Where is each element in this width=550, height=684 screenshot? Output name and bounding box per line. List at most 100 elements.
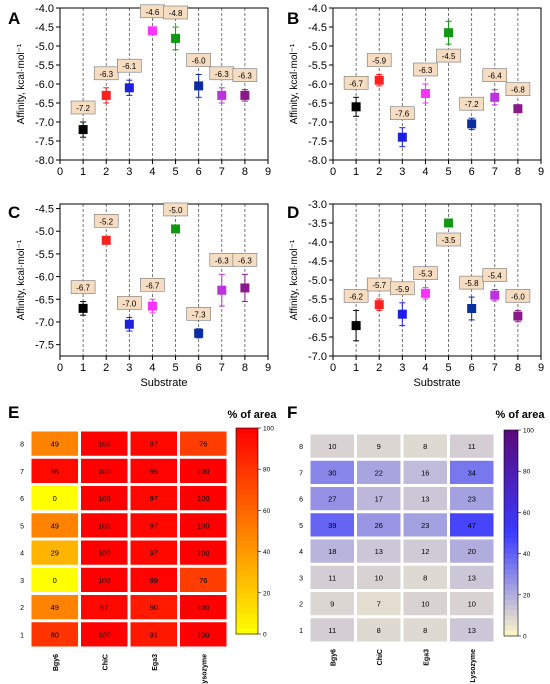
colorbar-segment	[236, 597, 258, 604]
cell-value: 20	[468, 547, 476, 556]
x-tick-label: 1	[80, 362, 86, 374]
column-label: Bgy6	[53, 654, 60, 671]
heatmap-cell	[180, 595, 227, 620]
y-tick-label: -5.0	[308, 41, 327, 53]
panel-a: A 0 1 2 3 4 5 6 7 8 9 -8.0 -7.5 -7.0 -6.5 -6.0 -5.5 -5.0 -…	[8, 3, 271, 178]
colorbar-segment	[504, 502, 518, 508]
data-label: -7.3	[192, 310, 206, 319]
data-label: -5.8	[465, 279, 479, 288]
x-tick-label: 7	[219, 166, 225, 178]
cell-value: 27	[328, 495, 336, 504]
heatmap-cell	[130, 567, 177, 592]
panel-d: D 0 1 2 3 4 5 6 7 8 9 -7.0 -6.5 -6.0 -5.5 -5.0 -4.5 -4.0 -…	[287, 199, 544, 389]
data-point	[217, 90, 227, 100]
x-tick-label: 3	[126, 166, 132, 178]
y-tick-label: -5.5	[35, 249, 54, 261]
heatmap-cell	[81, 513, 128, 538]
colorbar-segment	[236, 561, 258, 568]
data-point	[240, 283, 250, 293]
colorbar-segment	[236, 443, 258, 450]
colorbar-segment	[236, 453, 258, 460]
data-label-box	[390, 281, 415, 296]
data-label-box	[413, 62, 438, 77]
cell-value: 80	[51, 630, 59, 639]
heatmap-cell	[357, 618, 401, 642]
y-tick-label: -5.5	[35, 60, 54, 72]
heatmap-cell	[180, 567, 227, 592]
colorbar-segment	[504, 599, 518, 606]
y-tick-label: -6.5	[35, 98, 54, 110]
colorbar-segment	[504, 527, 518, 534]
colorbar-segment	[504, 430, 518, 436]
data-label-box	[459, 275, 484, 290]
colorbar-segment	[504, 605, 518, 611]
colorbar-tick-label: 100	[523, 428, 534, 435]
x-tick-label: 8	[242, 362, 248, 374]
y-tick-label: -4.5	[308, 22, 327, 34]
heatmap-cell	[450, 434, 494, 458]
colorbar-segment	[236, 587, 258, 594]
colorbar-segment	[504, 620, 518, 627]
cell-value: 99	[150, 467, 158, 476]
y-tick-label: -7.0	[35, 317, 54, 329]
colorbar-segment	[236, 479, 258, 486]
colorbar-segment	[504, 440, 518, 447]
cell-value: 100	[98, 440, 111, 449]
cell-value: 26	[375, 521, 383, 530]
heatmap-cell	[310, 618, 354, 642]
y-tick-label: -5.0	[308, 275, 327, 287]
data-point	[124, 319, 134, 329]
cell-value: 49	[51, 440, 59, 449]
colorbar-segment	[504, 579, 518, 586]
colorbar-segment	[236, 494, 258, 501]
data-label: -5.9	[372, 57, 386, 66]
x-tick-label: 9	[538, 362, 544, 374]
x-tick-label: 0	[57, 362, 63, 374]
y-tick-label: -6.0	[35, 272, 54, 284]
cell-value: 10	[328, 442, 336, 451]
data-label-box	[413, 266, 438, 280]
x-tick-label: 7	[492, 166, 498, 178]
data-label-box	[70, 100, 96, 115]
y-tick-label: -6.5	[35, 294, 54, 306]
cell-value: 97	[150, 521, 158, 530]
heatmap-cell	[403, 539, 447, 563]
y-tick-label: -3.5	[308, 218, 327, 230]
x-tick-label: 3	[399, 362, 405, 374]
cell-value: 76	[199, 440, 207, 449]
y-tick-label: -5.0	[35, 226, 54, 238]
heatmap-cell	[31, 431, 78, 456]
colorbar-segment	[504, 543, 518, 550]
cell-value: 90	[150, 603, 158, 612]
colorbar-frame	[235, 427, 259, 635]
row-label: 6	[20, 496, 24, 503]
colorbar-title: % of area	[228, 409, 278, 421]
colorbar-segment	[504, 450, 518, 457]
y-tick-label: -5.5	[308, 294, 327, 306]
colorbar-segment	[236, 433, 258, 439]
cell-value: 13	[421, 495, 429, 504]
colorbar-tick-label: 0	[263, 632, 267, 639]
colorbar-segment	[504, 445, 518, 452]
data-label: -6.8	[511, 86, 525, 95]
data-point	[217, 285, 227, 295]
heatmap-cell	[357, 513, 401, 537]
heatmap-cell	[357, 565, 401, 589]
data-label: -6.7	[349, 79, 363, 88]
data-label: -6.3	[238, 72, 252, 81]
heatmap-cell	[180, 622, 227, 647]
data-point	[467, 304, 477, 313]
data-label-box	[459, 96, 484, 111]
data-label: -7.2	[76, 104, 90, 113]
heatmap-cell	[81, 622, 128, 647]
colorbar-segment	[236, 577, 258, 584]
x-tick-label: 6	[469, 166, 475, 178]
x-tick-label: 4	[422, 166, 428, 178]
data-point	[490, 290, 500, 300]
y-tick-label: -7.0	[308, 117, 327, 129]
heatmap-cell	[31, 595, 78, 620]
data-label: -7.2	[465, 100, 479, 109]
heatmap-cell	[357, 434, 401, 458]
heatmap-cell	[180, 513, 227, 538]
